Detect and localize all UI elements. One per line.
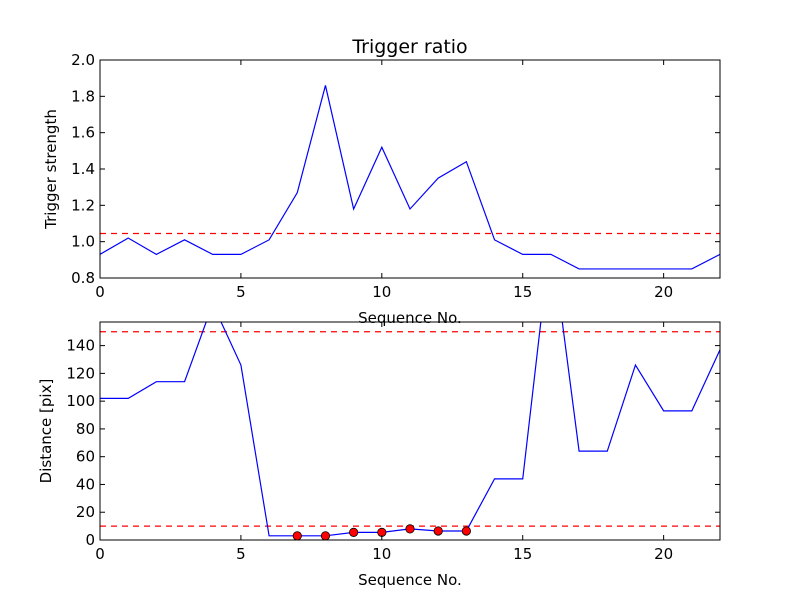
top-y-tick-label: 0.8 [71,269,95,287]
bottom-x-tick-label: 20 [654,545,673,563]
bottom-data-point-marker [461,526,471,536]
top-x-axis-label: Sequence No. [358,309,462,327]
bottom-data-point-marker [405,524,415,534]
bottom-y-tick-label: 140 [66,337,95,355]
bottom-data-point-marker [349,527,359,537]
bottom-x-tick-label: 15 [513,545,532,563]
bottom-y-tick-label: 20 [76,503,95,521]
bottom-y-tick-label: 120 [66,364,95,382]
top-y-tick-label: 1.6 [71,124,95,142]
bottom-x-axis-label: Sequence No. [358,571,462,589]
bottom-panel: Distance [pix] Sequence No. 0 5 10 15 20 0 20 4… [37,321,721,589]
bottom-x-tick-label: 10 [372,545,391,563]
top-y-tick-label: 1.8 [71,87,95,105]
bottom-y-tick-label: 60 [76,448,95,466]
top-chart-title: Trigger ratio [351,36,467,58]
bottom-data-point-marker [320,531,331,540]
top-y-tick-label: 2.0 [71,51,95,69]
bottom-axis-ticks: 0 5 10 15 20 0 20 40 60 80 100 120 140 [66,322,720,563]
top-x-tick-label: 15 [513,283,532,301]
bottom-x-tick-label: 0 [95,545,105,563]
top-series-line-0 [100,85,720,270]
top-y-tick-label: 1.2 [71,196,95,214]
bottom-y-axis-label: Distance [pix] [37,379,55,484]
top-x-tick-label: 5 [236,283,246,301]
top-x-tick-label: 20 [654,283,673,301]
top-axes-frame [99,59,721,279]
top-y-tick-label: 1.0 [71,233,95,251]
bottom-axes-frame [99,321,721,541]
bottom-data-point-marker [292,531,302,540]
top-y-tick-label: 1.4 [71,160,95,178]
bottom-y-tick-label: 40 [76,475,95,493]
bottom-data-point-marker [433,526,443,536]
top-x-tick-label: 10 [372,283,391,301]
bottom-y-tick-label: 80 [76,420,95,438]
bottom-plot-area [100,322,720,540]
top-plot-area [100,85,720,270]
bottom-y-tick-label: 0 [85,531,95,549]
bottom-x-tick-label: 5 [236,545,246,563]
top-y-axis-label: Trigger strength [42,109,60,230]
bottom-y-tick-label: 100 [66,392,95,410]
top-x-tick-label: 0 [95,283,105,301]
